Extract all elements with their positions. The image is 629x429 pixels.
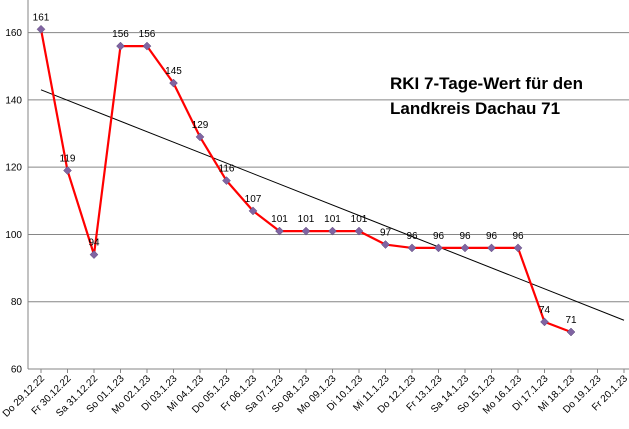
y-tick-label: 60 <box>11 365 23 376</box>
data-label: 96 <box>406 231 418 242</box>
trendline <box>40 89 625 321</box>
data-point <box>566 327 576 337</box>
data-label: 156 <box>139 29 156 40</box>
data-point <box>248 206 258 216</box>
data-label: 97 <box>380 228 392 239</box>
data-point <box>275 226 284 236</box>
data-label: 101 <box>271 214 288 225</box>
data-point <box>354 226 364 236</box>
data-point <box>36 24 46 34</box>
data-label: 96 <box>512 231 524 242</box>
y-tick-label: 120 <box>5 163 22 174</box>
data-label: 96 <box>486 231 498 242</box>
data-label: 71 <box>565 315 577 326</box>
chart-title-line-1: RKI 7-Tage-Wert für den <box>390 74 583 93</box>
chart-title-line-2: Landkreis Dachau 71 <box>390 99 560 118</box>
data-point <box>460 243 470 253</box>
axes <box>27 0 629 370</box>
data-label: 101 <box>351 214 368 225</box>
data-point <box>301 226 311 236</box>
data-point <box>381 240 390 249</box>
data-label: 101 <box>324 214 341 225</box>
data-point <box>116 41 125 51</box>
data-label: 74 <box>539 305 551 316</box>
data-point <box>487 243 496 253</box>
y-tick-label: 80 <box>11 297 23 308</box>
data-point <box>540 317 549 327</box>
trendline-line <box>40 89 625 321</box>
y-tick-label: 160 <box>5 28 22 39</box>
data-label: 161 <box>33 12 50 23</box>
data-point <box>328 226 337 236</box>
data-point <box>169 78 178 88</box>
grid-lines <box>28 32 629 303</box>
data-point <box>63 166 72 175</box>
data-point <box>142 41 152 51</box>
data-label: 107 <box>245 194 262 205</box>
data-label: 156 <box>112 29 129 40</box>
data-labels: 161 119 94 156 156 145 129 116 107 101 101 101 101 97… <box>33 12 577 326</box>
data-label: 101 <box>298 214 315 225</box>
chart-title: RKI 7-Tage-Wert für den Landkreis Dachau… <box>390 74 583 118</box>
y-tick-label: 100 <box>5 230 22 241</box>
data-label: 96 <box>459 231 471 242</box>
data-label: 96 <box>433 231 445 242</box>
y-axis-ticks: 60 80 100 120 140 160 <box>5 28 22 375</box>
data-label: 116 <box>219 164 235 175</box>
data-point <box>195 132 205 142</box>
data-point <box>89 250 99 259</box>
data-point <box>222 176 231 185</box>
y-tick-label: 140 <box>5 95 22 106</box>
data-label: 145 <box>165 66 182 77</box>
series-markers <box>36 24 576 337</box>
data-point <box>434 243 443 253</box>
data-label: 94 <box>88 238 100 249</box>
data-point <box>407 243 417 253</box>
data-label: 119 <box>60 154 76 165</box>
data-label: 129 <box>192 120 209 131</box>
data-point <box>513 243 523 253</box>
